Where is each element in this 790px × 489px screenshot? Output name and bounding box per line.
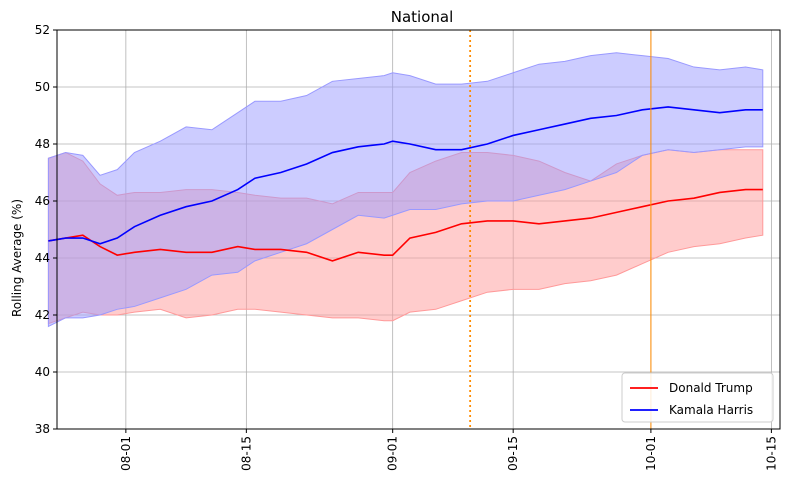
chart-title: National	[391, 8, 454, 26]
x-tick-label: 09-01	[386, 436, 400, 471]
x-tick-label: 09-15	[506, 436, 520, 471]
line-donald-trump	[48, 188, 763, 262]
legend: Donald Trump Kamala Harris	[621, 372, 774, 423]
y-tick-label: 46	[35, 194, 50, 208]
x-tick-label: 10-01	[644, 436, 658, 471]
y-axis-label: Rolling Average (%)	[10, 199, 24, 317]
y-tick-label: 38	[35, 422, 50, 436]
x-tick-label: 08-01	[119, 436, 133, 471]
x-tick-label: 10-15	[764, 436, 778, 471]
line-kamala-harris	[48, 106, 763, 245]
legend-label: Kamala Harris	[669, 403, 753, 417]
y-tick-label: 48	[35, 137, 50, 151]
x-tick-label: 08-15	[239, 436, 253, 471]
axes-frame	[56, 29, 781, 430]
y-tick-label: 42	[35, 308, 50, 322]
legend-box	[621, 372, 774, 423]
y-tick-label: 40	[35, 365, 50, 379]
y-tick-label: 50	[35, 80, 50, 94]
y-tick-label: 52	[35, 23, 50, 37]
legend-label: Donald Trump	[669, 381, 753, 395]
band-kamala-harris	[47, 52, 764, 328]
plot-area: 38 40 42 44 46 48 50 52 08-01 08-15 09-01 09-15 10-0…	[35, 23, 781, 471]
y-tick-label: 44	[35, 251, 50, 265]
